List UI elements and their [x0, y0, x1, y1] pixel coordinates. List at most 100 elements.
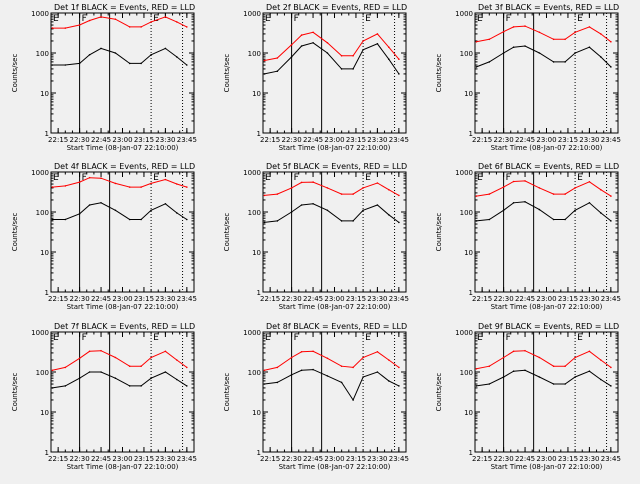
- series-lld-line: [264, 31, 400, 61]
- events-point: [88, 371, 91, 373]
- marker-label-e: E: [477, 14, 483, 24]
- panel-det-5: Det 5f BLACK = Events, RED = LLD 1 10 100 10…: [223, 162, 409, 311]
- x-axis-label: Start Time (08-Jan-07 22:10:00): [279, 144, 391, 152]
- events-point: [290, 56, 293, 58]
- events-point: [312, 368, 314, 371]
- x-tick-label: 22:15: [472, 295, 492, 303]
- events-point: [588, 202, 591, 204]
- events-point: [114, 52, 117, 54]
- events-point: [300, 45, 303, 47]
- x-tick-label: 22:15: [48, 295, 68, 303]
- x-axis-label: Start Time (08-Jan-07 22:10:00): [491, 463, 603, 471]
- lld-point: [600, 33, 602, 35]
- lld-point: [340, 365, 343, 368]
- events-point: [140, 385, 142, 387]
- x-tick-label: 23:30: [155, 455, 175, 463]
- x-tick-label: 23:45: [389, 455, 409, 463]
- series-events-line: [476, 369, 612, 387]
- x-tick-label: 23:30: [579, 295, 599, 303]
- lld-point: [114, 182, 117, 185]
- y-tick-label: 1000: [31, 329, 49, 337]
- events-point: [150, 209, 152, 212]
- events-point: [376, 43, 379, 45]
- events-point: [51, 64, 54, 66]
- x-tick-label: 23:00: [536, 136, 556, 144]
- events-point: [140, 62, 142, 65]
- marker-label-e: E: [53, 173, 59, 183]
- x-tick-label: 22:30: [282, 136, 302, 144]
- marker-label-f: F: [294, 333, 299, 343]
- axes-frame: [474, 171, 619, 293]
- events-point: [64, 385, 67, 387]
- events-point: [263, 73, 266, 75]
- y-axis-label: Counts/sec: [435, 213, 443, 252]
- panel-det-9: Det 9f BLACK = Events, RED = LLD 1 10 100 10…: [435, 322, 621, 471]
- events-point: [475, 66, 478, 68]
- y-tick-label: 10: [464, 90, 473, 98]
- lld-point: [312, 181, 314, 183]
- events-point: [312, 42, 314, 44]
- events-point: [340, 68, 343, 70]
- events-point: [186, 64, 188, 66]
- lld-point: [600, 359, 602, 361]
- lld-point: [488, 365, 491, 368]
- events-point: [176, 56, 178, 58]
- events-point: [502, 376, 505, 378]
- events-point: [600, 56, 602, 58]
- events-point: [64, 64, 67, 66]
- lld-point: [340, 193, 343, 195]
- panel-title: Det 1f BLACK = Events, RED = LLD: [54, 3, 195, 12]
- lld-point: [78, 357, 81, 360]
- events-point: [512, 370, 515, 373]
- events-point: [512, 202, 515, 204]
- lld-point: [164, 178, 167, 181]
- lld-point: [78, 24, 81, 26]
- x-tick-label: 22:45: [91, 136, 111, 144]
- x-tick-label: 22:15: [472, 455, 492, 463]
- events-point: [574, 52, 576, 54]
- events-point: [475, 220, 478, 222]
- series-lld-line: [264, 350, 400, 371]
- axes-frame: [474, 331, 619, 453]
- x-tick-label: 23:15: [346, 136, 366, 144]
- y-axis-label: Counts/sec: [11, 54, 19, 93]
- lld-point: [340, 55, 343, 57]
- marker-label-e: E: [365, 173, 371, 183]
- lld-point: [552, 193, 555, 195]
- events-point: [610, 66, 612, 68]
- x-tick-label: 22:15: [48, 455, 68, 463]
- lld-point: [475, 195, 478, 197]
- x-tick-label: 22:30: [70, 295, 90, 303]
- y-tick-label: 1: [45, 289, 49, 297]
- y-tick-label: 1000: [243, 10, 261, 18]
- lld-point: [186, 366, 188, 369]
- events-point: [164, 371, 167, 373]
- x-tick-label: 23:45: [601, 455, 621, 463]
- lld-point: [114, 18, 117, 21]
- events-point: [88, 54, 91, 56]
- y-tick-label: 1: [257, 449, 261, 457]
- events-point: [398, 221, 400, 224]
- marker-label-e: E: [577, 173, 583, 183]
- lld-point: [114, 356, 117, 359]
- events-point: [502, 52, 505, 54]
- panel-title: Det 3f BLACK = Events, RED = LLD: [478, 3, 619, 12]
- marker-label-f: F: [506, 333, 511, 343]
- series-events-line: [264, 203, 400, 223]
- lld-point: [140, 26, 142, 28]
- x-tick-label: 23:30: [367, 455, 387, 463]
- events-point: [88, 204, 91, 206]
- lld-point: [512, 180, 515, 183]
- panel-title: Det 6f BLACK = Events, RED = LLD: [478, 162, 619, 171]
- lld-point: [512, 350, 515, 353]
- y-tick-label: 1000: [455, 329, 473, 337]
- lld-point: [512, 26, 515, 28]
- y-tick-label: 1: [257, 289, 261, 297]
- marker-label-e: E: [153, 14, 159, 24]
- series-lld-line: [52, 177, 187, 188]
- lld-point: [64, 27, 67, 29]
- events-point: [78, 62, 81, 65]
- lld-point: [524, 349, 526, 352]
- events-point: [552, 383, 555, 385]
